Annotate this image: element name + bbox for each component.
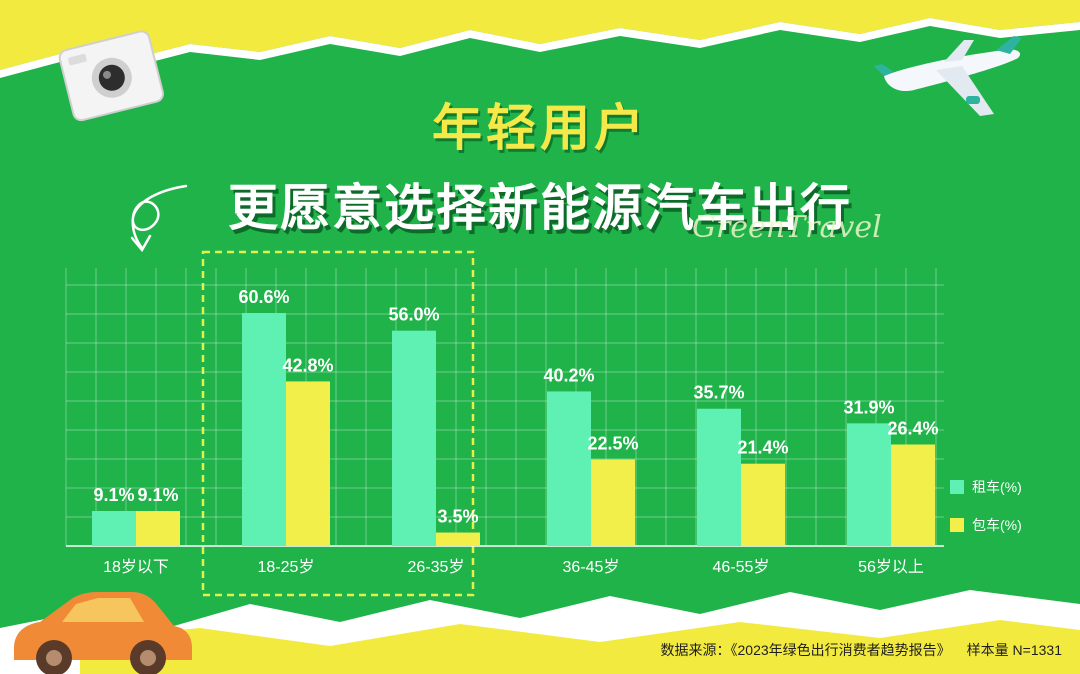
- bar-charter: [591, 459, 635, 546]
- script-watermark: GreenTravel: [692, 210, 882, 245]
- bar-charter: [286, 381, 330, 546]
- legend-label: 包车(%): [972, 517, 1022, 533]
- x-tick-label: 26-35岁: [408, 558, 465, 576]
- legend-swatch: [950, 480, 964, 494]
- legend-label: 租车(%): [972, 479, 1022, 495]
- bar-rent: [92, 511, 136, 546]
- data-label: 31.9%: [843, 397, 894, 417]
- bar-charter: [891, 444, 935, 546]
- torn-paper-top: [0, 0, 1080, 70]
- bar-rent: [392, 330, 436, 546]
- bar-charter: [136, 511, 180, 546]
- source-text: 数据来源：《2023年绿色出行消费者趋势报告》: [660, 642, 951, 658]
- data-label: 35.7%: [693, 383, 744, 403]
- bar-charter: [741, 463, 785, 546]
- bar-chart: 9.1% 9.1% 18岁以下 60.6% 42.8% 18-25岁 56.0% 3.5% 26…: [65, 268, 1022, 576]
- data-label: 3.5%: [437, 507, 478, 527]
- highlight-box: [201, 250, 475, 597]
- legend-swatch: [950, 518, 964, 532]
- x-tick-label: 36-45岁: [563, 558, 620, 576]
- data-label: 26.4%: [887, 418, 938, 438]
- bar-rent: [242, 312, 286, 546]
- data-label: 9.1%: [93, 485, 134, 505]
- x-tick-label: 46-55岁: [713, 558, 770, 576]
- data-label: 21.4%: [737, 438, 788, 458]
- x-tick-label: 56岁以上: [858, 558, 924, 576]
- page-title-line2: 更愿意选择新能源汽车出行: [228, 179, 852, 237]
- page-title-line1: 年轻用户: [432, 99, 648, 157]
- source-note: 数据来源：《2023年绿色出行消费者趋势报告》 样本量 N=1331: [645, 640, 1062, 660]
- data-label: 42.8%: [282, 355, 333, 375]
- data-label: 22.5%: [587, 433, 638, 453]
- bar-rent: [847, 423, 891, 546]
- airplane-icon: [874, 36, 1022, 116]
- bar-rent: [547, 391, 591, 546]
- data-label: 9.1%: [137, 485, 178, 505]
- data-label: 40.2%: [543, 365, 594, 385]
- data-label: 60.6%: [238, 287, 289, 307]
- camera-icon: [58, 30, 164, 122]
- car-icon: [14, 592, 192, 674]
- data-label: 56.0%: [388, 305, 439, 325]
- x-tick-label: 18-25岁: [258, 558, 315, 576]
- scribble-arrow-icon: [130, 184, 188, 253]
- x-tick-label: 18岁以下: [103, 558, 169, 576]
- bar-charter: [436, 532, 480, 546]
- bar-rent: [697, 408, 741, 546]
- sample-size: 样本量 N=1331: [966, 642, 1062, 658]
